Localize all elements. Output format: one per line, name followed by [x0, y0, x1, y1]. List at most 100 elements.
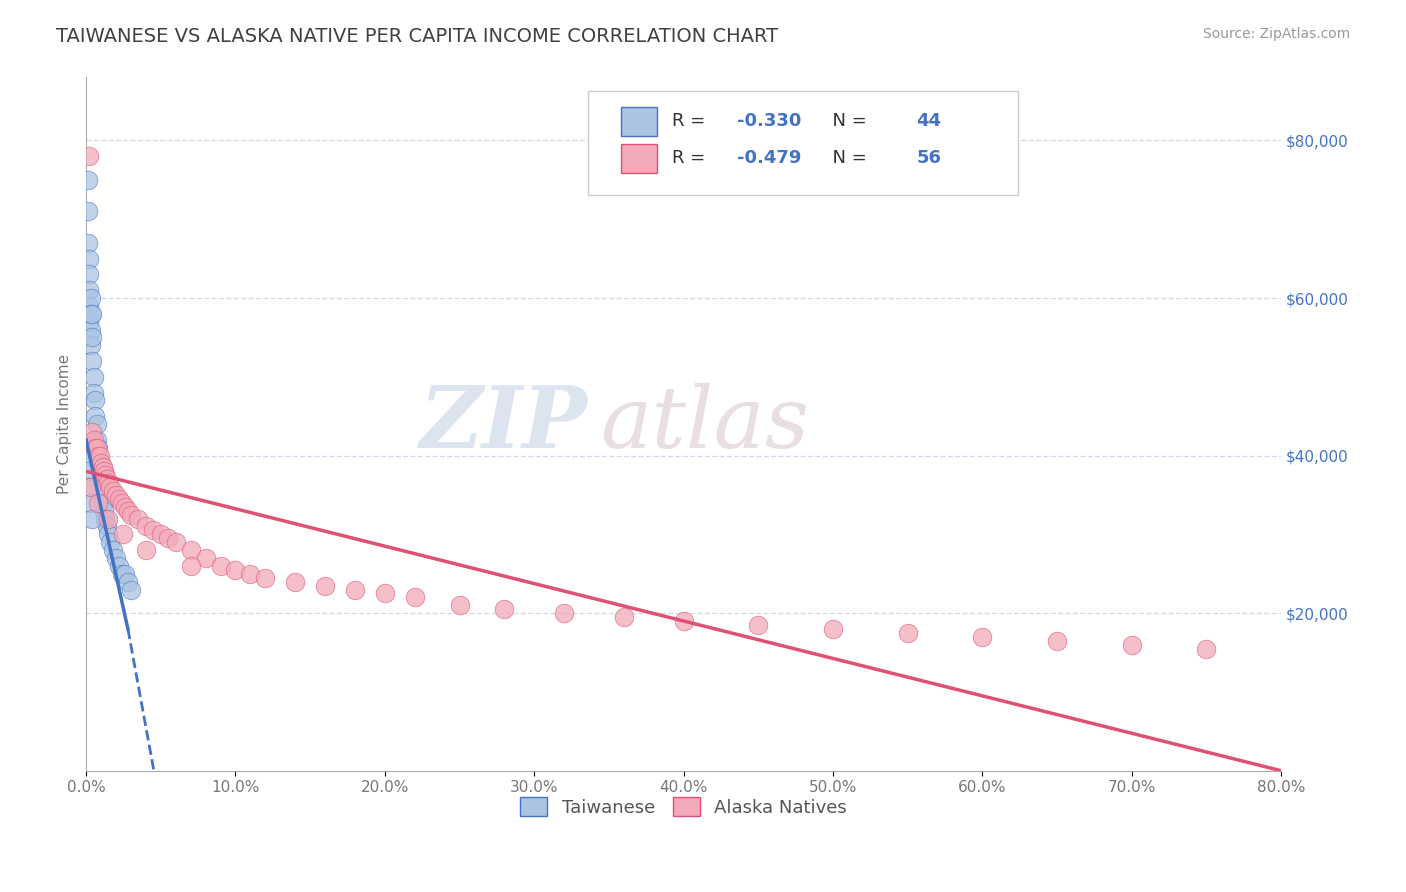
Point: [254, 571, 277, 585]
Point: [97, 476, 120, 491]
Point: [76, 173, 98, 187]
Bar: [621, 107, 657, 136]
Point: [89, 449, 111, 463]
Point: [93, 464, 115, 478]
Point: [120, 582, 142, 597]
Text: -0.479: -0.479: [737, 149, 801, 167]
Point: [91, 460, 114, 475]
Point: [90, 457, 112, 471]
Point: [83, 369, 105, 384]
Point: [87, 441, 110, 455]
Point: [494, 602, 516, 616]
Point: [87, 496, 110, 510]
Point: [79, 496, 101, 510]
Point: [449, 599, 471, 613]
Point: [80, 330, 103, 344]
Point: [79, 307, 101, 321]
Point: [87, 457, 110, 471]
Point: [77, 252, 100, 266]
Point: [80, 354, 103, 368]
Legend: Taiwanese, Alaska Natives: Taiwanese, Alaska Natives: [513, 790, 855, 824]
Point: [613, 610, 636, 624]
Point: [96, 472, 118, 486]
Point: [747, 618, 769, 632]
Point: [135, 519, 157, 533]
Point: [86, 433, 108, 447]
Point: [672, 614, 695, 628]
Point: [83, 433, 105, 447]
Bar: [621, 144, 657, 173]
Point: [209, 558, 232, 573]
Point: [239, 566, 262, 581]
Point: [77, 283, 100, 297]
Point: [972, 630, 994, 644]
Point: [101, 543, 124, 558]
Point: [79, 338, 101, 352]
Point: [98, 480, 121, 494]
Point: [142, 524, 165, 538]
Point: [98, 535, 121, 549]
Point: [114, 566, 136, 581]
Point: [91, 496, 114, 510]
Point: [821, 622, 844, 636]
Point: [77, 480, 100, 494]
Point: [553, 606, 575, 620]
Point: [94, 511, 117, 525]
Point: [90, 488, 112, 502]
Point: [77, 315, 100, 329]
Point: [101, 483, 124, 498]
Point: [120, 508, 142, 522]
Point: [117, 504, 139, 518]
Point: [314, 578, 336, 592]
Text: 44: 44: [917, 112, 942, 130]
Text: -0.330: -0.330: [737, 112, 801, 130]
Point: [111, 566, 134, 581]
Text: R =: R =: [672, 149, 710, 167]
Point: [76, 449, 98, 463]
Point: [86, 417, 108, 431]
Point: [94, 468, 117, 483]
Point: [180, 543, 202, 558]
Point: [80, 425, 103, 439]
Point: [108, 491, 131, 506]
Point: [374, 586, 396, 600]
Point: [84, 393, 107, 408]
Point: [149, 527, 172, 541]
Point: [104, 551, 127, 566]
Text: 56: 56: [917, 149, 942, 167]
Point: [111, 496, 134, 510]
Point: [96, 519, 118, 533]
Text: ZIP: ZIP: [420, 383, 588, 466]
Point: [1121, 638, 1143, 652]
Point: [80, 307, 103, 321]
Point: [224, 563, 246, 577]
Point: [76, 464, 98, 478]
Point: [104, 488, 127, 502]
Point: [897, 625, 920, 640]
Point: [97, 511, 120, 525]
Y-axis label: Per Capita Income: Per Capita Income: [58, 354, 72, 494]
Point: [76, 235, 98, 250]
Point: [84, 409, 107, 424]
Point: [80, 511, 103, 525]
Point: [79, 480, 101, 494]
Text: R =: R =: [672, 112, 710, 130]
Point: [79, 322, 101, 336]
Point: [97, 527, 120, 541]
Text: N =: N =: [821, 112, 873, 130]
Point: [114, 500, 136, 514]
Point: [108, 558, 131, 573]
Point: [89, 464, 111, 478]
Text: N =: N =: [821, 149, 873, 167]
FancyBboxPatch shape: [588, 91, 1018, 195]
Point: [1046, 633, 1069, 648]
Point: [165, 535, 187, 549]
Point: [194, 551, 217, 566]
Point: [117, 574, 139, 589]
Point: [77, 149, 100, 163]
Text: TAIWANESE VS ALASKA NATIVE PER CAPITA INCOME CORRELATION CHART: TAIWANESE VS ALASKA NATIVE PER CAPITA IN…: [56, 27, 779, 45]
Point: [93, 504, 115, 518]
Point: [180, 558, 202, 573]
Text: atlas: atlas: [600, 383, 808, 466]
Point: [87, 449, 110, 463]
